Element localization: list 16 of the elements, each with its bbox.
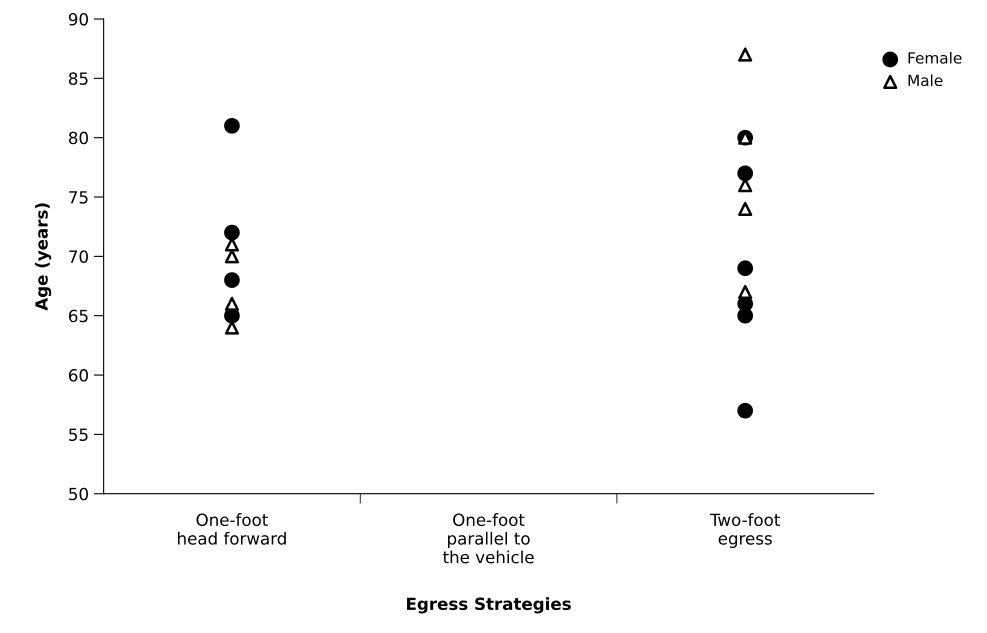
x-tick-label: Two-foot egress	[710, 513, 780, 548]
x-axis-title: Egress Strategies	[407, 597, 571, 614]
y-tick-label: 90	[68, 12, 88, 26]
legend-label: Male	[908, 74, 942, 86]
x-tick-label: One-foot head forward	[178, 513, 286, 545]
y-tick-label: 50	[69, 488, 88, 500]
y-tick-label: 60	[69, 369, 88, 382]
y-axis-title: Age (years)	[34, 203, 52, 311]
y-tick-label: 85	[68, 72, 88, 85]
y-tick-label: 65	[69, 310, 88, 322]
y-tick-label: 75	[69, 191, 88, 204]
y-tick-label: 55	[69, 428, 88, 441]
y-tick-label: 70	[69, 250, 88, 263]
legend-label: Female	[908, 52, 962, 64]
y-tick-label: 80	[68, 132, 88, 144]
x-tick-label: One-foot parallel to the vehicle	[443, 513, 534, 564]
